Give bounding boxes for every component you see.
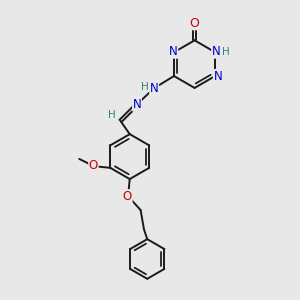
Text: H: H — [141, 82, 149, 92]
Text: O: O — [123, 190, 132, 203]
Text: N: N — [213, 70, 222, 83]
Text: H: H — [108, 110, 116, 120]
Text: O: O — [89, 159, 98, 172]
Text: N: N — [133, 98, 141, 111]
Text: N: N — [150, 82, 159, 95]
Text: N: N — [212, 45, 220, 58]
Text: H: H — [221, 46, 229, 57]
Text: N: N — [169, 45, 178, 58]
Text: O: O — [190, 17, 200, 30]
